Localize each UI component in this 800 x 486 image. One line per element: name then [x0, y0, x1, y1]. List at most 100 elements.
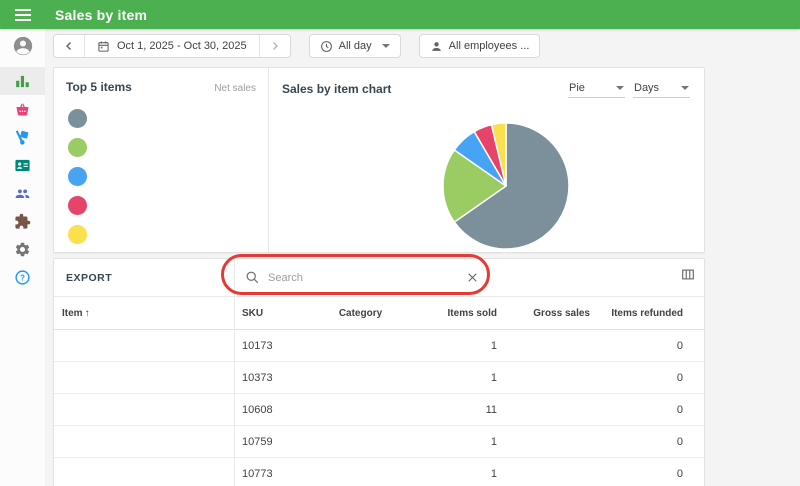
chart-type-value: Pie: [569, 82, 585, 94]
date-range-control: Oct 1, 2025 - Oct 30, 2025: [53, 34, 291, 58]
cell-sku: 10773: [242, 467, 273, 480]
chevron-down-icon: [381, 44, 390, 48]
top-item-row: [66, 191, 256, 220]
chart-period-select[interactable]: Days: [633, 80, 690, 98]
help-icon: ?: [15, 269, 30, 285]
frozen-column-divider: [234, 259, 235, 486]
table-row[interactable]: 10608 11 0: [54, 394, 704, 426]
sidebar-item-settings[interactable]: [0, 235, 45, 263]
pie-chart-container: [431, 111, 581, 261]
table-header-row: Item ↑ SKU Category Items sold Gross sale…: [54, 297, 704, 330]
chevron-right-icon: [272, 42, 278, 50]
sidebar-item-employees[interactable]: [0, 179, 45, 207]
clock-icon: [320, 40, 332, 52]
export-button[interactable]: EXPORT: [66, 259, 112, 296]
contact-card-icon: [15, 159, 30, 171]
table-row[interactable]: 10759 1 0: [54, 426, 704, 458]
svg-text:?: ?: [20, 273, 25, 282]
cell-sku: 10373: [242, 371, 273, 384]
prev-date-button[interactable]: [54, 35, 84, 57]
top-items-list: [66, 104, 256, 249]
legend-dot: [68, 109, 87, 128]
sidebar-item-customers[interactable]: [0, 151, 45, 179]
hamburger-icon: [14, 8, 31, 21]
column-header-category[interactable]: Category: [338, 307, 383, 319]
sidebar-item-help[interactable]: ?: [0, 263, 45, 291]
legend-dot: [68, 138, 87, 157]
puzzle-icon: [15, 213, 31, 229]
pie-slice[interactable]: [490, 122, 507, 187]
sales-chart-panel: Sales by item chart Pie Days: [269, 68, 704, 252]
legend-dot: [68, 196, 87, 215]
chart-title: Sales by item chart: [282, 82, 392, 96]
column-header-gross-sales[interactable]: Gross sales: [533, 307, 590, 319]
date-range-label: Oct 1, 2025 - Oct 30, 2025: [117, 40, 247, 52]
legend-dot: [68, 225, 87, 244]
search-input[interactable]: [268, 271, 466, 284]
time-filter-label: All day: [338, 40, 372, 52]
table-row[interactable]: 10373 1 0: [54, 362, 704, 394]
column-header-item[interactable]: Item ↑: [62, 307, 90, 319]
sidebar-item-items[interactable]: [0, 95, 45, 123]
chevron-down-icon: [616, 86, 624, 90]
account-avatar-button[interactable]: [0, 29, 45, 63]
table-row[interactable]: 10173 1 0: [54, 330, 704, 362]
cell-sku: 10608: [242, 403, 273, 416]
chevron-down-icon: [681, 86, 689, 90]
search-icon: [246, 271, 259, 284]
table-toolbar: EXPORT: [54, 259, 704, 297]
cell-items-sold: 1: [490, 467, 497, 480]
account-circle-icon: [13, 36, 32, 56]
employees-filter-button[interactable]: All employees ...: [418, 34, 541, 58]
page-title: Sales by item: [55, 6, 148, 23]
sidebar: ?: [0, 29, 45, 486]
items-table-card: EXPORT Item↑ SKU Category Items sold Gro…: [53, 258, 705, 486]
cell-sku: 10173: [242, 339, 273, 352]
cell-items-refunded: 0: [676, 403, 683, 416]
cell-items-sold: 1: [490, 435, 497, 448]
top-items-panel: Top 5 items Net sales: [54, 68, 269, 252]
table-row[interactable]: 10773 1 0: [54, 458, 704, 486]
bar-chart-icon: [16, 75, 29, 87]
sidebar-nav: ?: [0, 67, 45, 291]
cell-items-refunded: 0: [676, 371, 683, 384]
sort-asc-icon: ↑: [84, 307, 90, 319]
clear-search-button[interactable]: [466, 271, 479, 284]
column-header-items-sold[interactable]: Items sold: [447, 307, 497, 319]
cell-items-refunded: 0: [676, 339, 683, 352]
person-icon: [431, 41, 441, 51]
sidebar-item-reports[interactable]: [0, 67, 45, 95]
employees-filter-label: All employees ...: [448, 40, 530, 52]
time-filter-button[interactable]: All day: [308, 34, 401, 58]
calendar-icon: [98, 41, 109, 52]
cell-items-refunded: 0: [676, 467, 683, 480]
cell-sku: 10759: [242, 435, 273, 448]
filter-bar: Oct 1, 2025 - Oct 30, 2025 All day All e…: [53, 34, 541, 58]
chart-card: Top 5 items Net sales Sales by item char…: [53, 67, 705, 253]
app-header: Sales by item: [0, 0, 800, 29]
hamburger-menu-button[interactable]: [0, 0, 45, 29]
pie-slice[interactable]: [442, 148, 508, 224]
close-icon: [468, 273, 477, 282]
next-date-button[interactable]: [260, 35, 290, 57]
basket-icon: [16, 103, 29, 116]
chevron-left-icon: [66, 42, 71, 50]
date-range-button[interactable]: Oct 1, 2025 - Oct 30, 2025: [84, 35, 260, 57]
pie-slice[interactable]: [453, 122, 570, 250]
pie-chart: [442, 122, 570, 250]
search-field: [235, 259, 491, 296]
top-item-row: [66, 104, 256, 133]
chart-type-select[interactable]: Pie: [568, 80, 625, 98]
cell-items-sold: 1: [490, 371, 497, 384]
sidebar-item-inventory[interactable]: [0, 123, 45, 151]
column-settings-button[interactable]: [680, 267, 696, 282]
people-icon: [15, 188, 30, 198]
top-item-row: [66, 162, 256, 191]
legend-dot: [68, 167, 87, 186]
sidebar-item-apps[interactable]: [0, 207, 45, 235]
column-header-sku[interactable]: SKU: [242, 307, 264, 319]
column-header-items-refunded[interactable]: Items refunded: [611, 307, 683, 319]
columns-icon: [682, 269, 694, 280]
top-item-row: [66, 220, 256, 249]
table-body: 10173 1 0 10373 1 0 10608 11 0 10759: [54, 330, 704, 486]
